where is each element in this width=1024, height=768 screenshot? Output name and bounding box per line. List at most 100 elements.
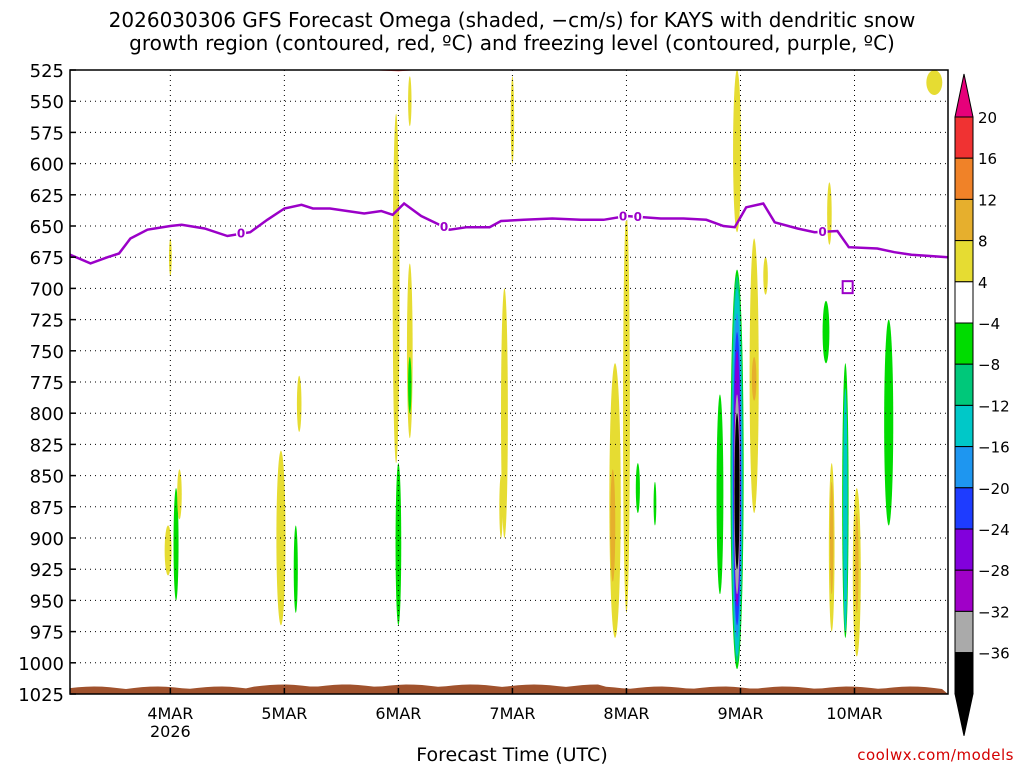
y-tick-label-850: 850 bbox=[30, 467, 64, 488]
y-tick-label-800: 800 bbox=[30, 404, 64, 425]
colorbar-swatch-7 bbox=[954, 404, 974, 448]
x-tick-label-6: 6MAR bbox=[375, 704, 421, 723]
colorbar-swatch-10 bbox=[954, 528, 974, 571]
x-tick-sublabel-4: 2026 bbox=[150, 722, 191, 741]
colorbar-label-2: 12 bbox=[978, 191, 997, 209]
colorbar-swatch-5 bbox=[954, 322, 974, 365]
freezing-level-label-1: 0 bbox=[440, 220, 448, 234]
omega-shade-14 bbox=[510, 76, 515, 164]
omega-shade-18 bbox=[635, 463, 640, 514]
chart-title-line-2: growth region (contoured, red, ºC) and f… bbox=[129, 31, 895, 55]
colorbar-swatch-6 bbox=[954, 363, 974, 406]
y-tick-label-575: 575 bbox=[30, 123, 64, 144]
colorbar-label-8: −16 bbox=[978, 439, 1010, 457]
colorbar-swatch-1 bbox=[954, 157, 974, 200]
freezing-level-line bbox=[70, 201, 948, 265]
freezing-level-label-4: 0 bbox=[818, 225, 826, 239]
colorbar-label-9: −20 bbox=[978, 480, 1010, 498]
omega-shade-8 bbox=[395, 463, 402, 626]
colorbar-label-7: −12 bbox=[978, 397, 1010, 415]
colorbar-label-13: −36 bbox=[978, 645, 1010, 663]
colorbar-label-3: 8 bbox=[978, 233, 988, 251]
y-tick-label-600: 600 bbox=[30, 155, 64, 176]
y-tick-label-675: 675 bbox=[30, 248, 64, 269]
y-tick-label-950: 950 bbox=[30, 591, 64, 612]
colorbar-swatch-8 bbox=[954, 446, 974, 489]
freezing-level-label-0: 0 bbox=[237, 227, 245, 241]
omega-shade-41 bbox=[827, 182, 832, 245]
y-tick-label-700: 700 bbox=[30, 279, 64, 300]
y-tick-label-900: 900 bbox=[30, 529, 64, 550]
omega-shade-2 bbox=[177, 469, 182, 520]
y-tick-label-725: 725 bbox=[30, 311, 64, 332]
colorbar-swatch-11 bbox=[954, 569, 974, 612]
omega-shade-11 bbox=[408, 76, 412, 127]
omega-shade-21 bbox=[733, 70, 742, 233]
omega-shade-7 bbox=[392, 113, 400, 464]
colorbar-swatch-4 bbox=[954, 281, 974, 324]
colorbar-label-12: −32 bbox=[978, 603, 1010, 621]
omega-shade-32 bbox=[734, 413, 740, 570]
y-tick-label-925: 925 bbox=[30, 560, 64, 581]
colorbar-swatch-13 bbox=[954, 652, 974, 695]
plot-area: 0 00 00 bbox=[70, 70, 948, 694]
x-tick-label-9: 9MAR bbox=[717, 704, 763, 723]
colorbar-label-5: −4 bbox=[978, 315, 1000, 333]
omega-shade-39 bbox=[855, 513, 859, 613]
y-tick-label-550: 550 bbox=[30, 92, 64, 113]
y-tick-label-775: 775 bbox=[30, 373, 64, 394]
dgz-contour-1 bbox=[763, 70, 798, 71]
omega-shade-13 bbox=[501, 288, 508, 538]
colorbar-swatch-9 bbox=[954, 487, 974, 530]
x-tick-label-4: 4MAR bbox=[147, 704, 193, 723]
omega-shade-33 bbox=[822, 300, 830, 364]
y-tick-label-525: 525 bbox=[30, 61, 64, 82]
x-tick-label-8: 8MAR bbox=[603, 704, 649, 723]
colorbar-arrow-bottom bbox=[954, 693, 974, 736]
freezing-level-label-2: 0 bbox=[619, 210, 627, 224]
terrain-ground bbox=[70, 684, 948, 694]
omega-shade-16 bbox=[610, 469, 616, 582]
colorbar-swatch-2 bbox=[954, 198, 974, 242]
omega-shade-17 bbox=[623, 213, 630, 613]
y-tick-label-975: 975 bbox=[30, 623, 64, 644]
colorbar-label-4: 4 bbox=[978, 274, 988, 292]
y-tick-label-1000: 1000 bbox=[18, 654, 64, 675]
freezing-level-label-3: 0 bbox=[634, 210, 642, 224]
y-tick-label-1025: 1025 bbox=[18, 685, 64, 706]
x-tick-label-7: 7MAR bbox=[489, 704, 535, 723]
credit-link[interactable]: coolwx.com/models bbox=[857, 746, 1014, 764]
omega-shade-20 bbox=[716, 394, 724, 595]
omega-shade-37 bbox=[843, 388, 848, 632]
y-tick-label-625: 625 bbox=[30, 186, 64, 207]
omega-shade-6 bbox=[296, 375, 302, 432]
omega-shade-42 bbox=[926, 70, 943, 95]
freezing-level-closed-contour bbox=[841, 280, 854, 295]
omega-shade-35 bbox=[829, 481, 834, 595]
colorbar-label-11: −28 bbox=[978, 562, 1010, 580]
x-tick-label-5: 5MAR bbox=[261, 704, 307, 723]
omega-shade-10 bbox=[408, 357, 412, 414]
omega-shade-23 bbox=[751, 357, 757, 401]
colorbar-label-1: 16 bbox=[978, 150, 997, 168]
colorbar-swatch-12 bbox=[954, 610, 974, 654]
omega-shade-24 bbox=[763, 257, 768, 295]
omega-shade-40 bbox=[884, 319, 894, 526]
omega-shade-0 bbox=[164, 525, 172, 576]
y-tick-label-825: 825 bbox=[30, 435, 64, 456]
chart-title-line-1: 2026030306 GFS Forecast Omega (shaded, −… bbox=[108, 8, 916, 32]
colorbar-swatch-0 bbox=[954, 116, 974, 159]
omega-shade-1 bbox=[173, 488, 179, 601]
x-tick-label-10: 10MAR bbox=[826, 704, 882, 723]
x-axis-label: Forecast Time (UTC) bbox=[416, 744, 608, 766]
y-tick-label-750: 750 bbox=[30, 342, 64, 363]
colorbar-label-6: −8 bbox=[978, 356, 1000, 374]
plot-frame bbox=[69, 69, 949, 695]
colorbar-label-0: 20 bbox=[978, 109, 997, 127]
colorbar-label-10: −24 bbox=[978, 521, 1010, 539]
colorbar-swatch-3 bbox=[954, 240, 974, 283]
colorbar-arrow-top bbox=[954, 73, 974, 118]
y-tick-label-650: 650 bbox=[30, 217, 64, 238]
y-tick-label-875: 875 bbox=[30, 498, 64, 519]
